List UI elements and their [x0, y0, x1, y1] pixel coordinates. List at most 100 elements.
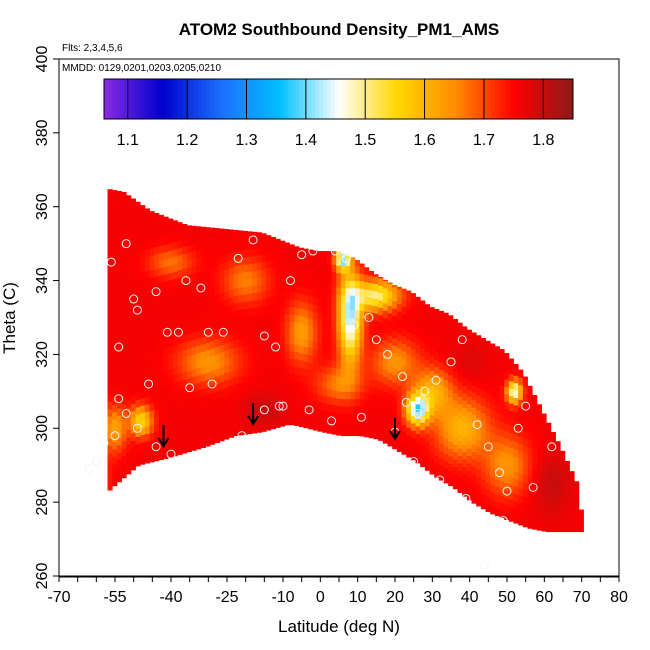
heatmap-cell	[387, 416, 393, 425]
heatmap-cell	[527, 476, 533, 485]
heatmap-cell	[252, 425, 258, 434]
heatmap-cell	[322, 292, 328, 300]
flights-annotation: Flts: 2,3,4,5,6	[62, 43, 123, 54]
heatmap-cell	[350, 369, 356, 377]
heatmap-cell	[177, 402, 183, 411]
heatmap-cell	[233, 347, 239, 355]
heatmap-cell	[200, 233, 206, 242]
heatmap-cell	[452, 444, 458, 453]
heatmap-cell	[513, 493, 519, 502]
heatmap-cell	[275, 353, 281, 362]
heatmap-cell	[116, 371, 122, 379]
heatmap-cell	[564, 465, 570, 473]
heatmap-cell	[364, 407, 370, 416]
heatmap-cell	[116, 363, 122, 372]
heatmap-cell	[452, 414, 458, 423]
heatmap-cell	[462, 488, 468, 497]
colorbar-swatch	[350, 79, 355, 119]
heatmap-cell	[121, 234, 127, 242]
sample-point	[431, 375, 441, 385]
heatmap-cell	[336, 280, 342, 288]
heatmap-cell	[242, 279, 248, 288]
heatmap-cell	[382, 302, 388, 311]
heatmap-cell	[177, 232, 183, 241]
heatmap-cell	[289, 395, 295, 404]
heatmap-cell	[513, 412, 519, 421]
heatmap-cell	[275, 383, 281, 391]
heatmap-cell	[382, 325, 388, 333]
heatmap-cell	[312, 422, 318, 431]
heatmap-cell	[280, 367, 286, 375]
heatmap-cell	[555, 479, 561, 488]
heatmap-cell	[401, 410, 407, 418]
heatmap-cell	[466, 426, 472, 434]
heatmap-cell	[443, 372, 449, 380]
heatmap-cell	[247, 426, 253, 435]
heatmap-cell	[205, 364, 211, 373]
heatmap-cell	[550, 457, 556, 466]
heatmap-cell	[490, 344, 496, 352]
heatmap-cell	[163, 443, 169, 452]
heatmap-cell	[401, 321, 407, 330]
heatmap-cell	[130, 388, 136, 397]
heatmap-cell	[392, 441, 398, 450]
heatmap-cell	[303, 383, 309, 392]
heatmap-cell	[476, 395, 482, 404]
heatmap-cell	[168, 398, 174, 406]
heatmap-cell	[504, 364, 510, 373]
heatmap-cell	[126, 333, 132, 342]
colorbar-tick-label: 1.1	[117, 132, 139, 149]
heatmap-cell	[336, 339, 342, 347]
heatmap-cell	[107, 312, 113, 321]
heatmap-cell	[210, 414, 216, 423]
heatmap-cell	[396, 377, 402, 386]
heatmap-cell	[261, 335, 267, 344]
heatmap-cell	[121, 448, 127, 457]
heatmap-cell	[214, 294, 220, 303]
heatmap-cell	[294, 388, 300, 397]
heatmap-cell	[219, 433, 225, 442]
colorbar-swatch	[424, 79, 429, 119]
heatmap-cell	[214, 235, 220, 244]
heatmap-cell	[294, 270, 300, 279]
heatmap-cell	[494, 501, 500, 509]
heatmap-cell	[256, 373, 262, 382]
heatmap-cell	[378, 344, 384, 353]
heatmap-cell	[182, 357, 188, 365]
heatmap-cell	[228, 229, 234, 232]
heatmap-cell	[256, 365, 262, 374]
heatmap-cell	[121, 396, 127, 405]
heatmap-cell	[205, 423, 211, 432]
heatmap-cell	[508, 425, 514, 434]
heatmap-cell	[224, 343, 230, 351]
colorbar-swatch	[447, 79, 453, 119]
heatmap-cell	[219, 234, 225, 242]
heatmap-cell	[158, 267, 164, 276]
heatmap-cell	[504, 445, 510, 454]
heatmap-cell	[252, 344, 258, 353]
heatmap-cell	[177, 343, 183, 352]
heatmap-cell	[396, 325, 402, 334]
heatmap-cell	[396, 286, 402, 290]
heatmap-cell	[443, 453, 449, 462]
heatmap-cell	[135, 222, 141, 231]
heatmap-cell	[200, 299, 206, 308]
sample-point	[483, 442, 493, 452]
heatmap-cell	[154, 327, 160, 336]
heatmap-cell	[196, 256, 202, 265]
heatmap-cell	[527, 506, 533, 514]
heatmap-cell	[340, 398, 346, 407]
heatmap-cell	[490, 403, 496, 411]
heatmap-cell	[154, 268, 160, 277]
heatmap-cell	[480, 346, 486, 355]
heatmap-cell	[280, 308, 286, 316]
heatmap-cell	[504, 512, 510, 520]
heatmap-cell	[121, 337, 127, 346]
sample-point	[371, 335, 381, 345]
heatmap-cell	[275, 331, 281, 340]
heatmap-cell	[438, 435, 444, 444]
heatmap-cell	[144, 374, 150, 383]
heatmap-cell	[317, 298, 323, 307]
heatmap-cell	[401, 358, 407, 367]
heatmap-cell	[326, 425, 332, 434]
